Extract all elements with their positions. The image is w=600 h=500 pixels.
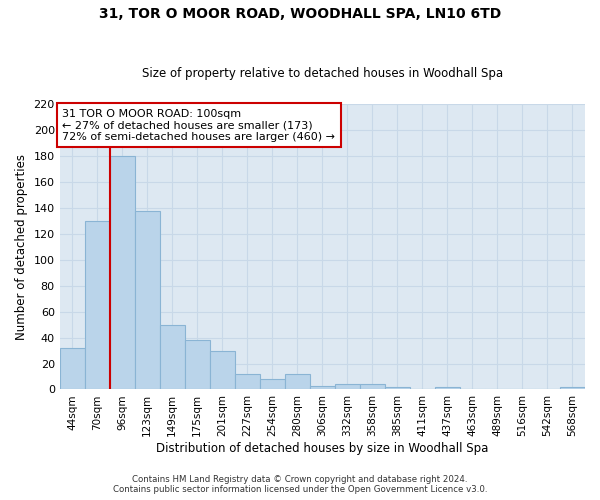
Bar [385, 387, 410, 390]
Bar [235, 374, 260, 390]
Bar [360, 384, 385, 390]
Bar [310, 386, 335, 390]
Bar [285, 374, 310, 390]
Text: 31 TOR O MOOR ROAD: 100sqm
← 27% of detached houses are smaller (173)
72% of sem: 31 TOR O MOOR ROAD: 100sqm ← 27% of deta… [62, 108, 335, 142]
Bar [335, 384, 360, 390]
Title: Size of property relative to detached houses in Woodhall Spa: Size of property relative to detached ho… [142, 66, 503, 80]
Bar [85, 221, 110, 390]
Text: Contains HM Land Registry data © Crown copyright and database right 2024.
Contai: Contains HM Land Registry data © Crown c… [113, 474, 487, 494]
Bar [59, 348, 85, 390]
X-axis label: Distribution of detached houses by size in Woodhall Spa: Distribution of detached houses by size … [156, 442, 488, 455]
Bar [135, 210, 160, 390]
Bar [210, 350, 235, 390]
Bar [110, 156, 135, 390]
Bar [185, 340, 210, 390]
Bar [260, 379, 285, 390]
Text: 31, TOR O MOOR ROAD, WOODHALL SPA, LN10 6TD: 31, TOR O MOOR ROAD, WOODHALL SPA, LN10 … [99, 8, 501, 22]
Bar [435, 387, 460, 390]
Bar [160, 324, 185, 390]
Y-axis label: Number of detached properties: Number of detached properties [15, 154, 28, 340]
Bar [560, 387, 585, 390]
